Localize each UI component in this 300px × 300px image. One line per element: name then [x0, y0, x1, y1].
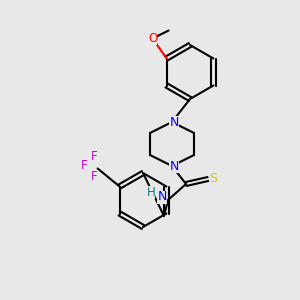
Text: H: H: [147, 185, 155, 199]
Text: S: S: [209, 172, 217, 185]
Text: F: F: [91, 170, 98, 183]
Text: O: O: [148, 32, 157, 45]
Text: N: N: [169, 160, 179, 172]
Text: F: F: [81, 159, 88, 172]
Text: N: N: [157, 190, 167, 203]
Text: N: N: [169, 116, 179, 128]
Text: F: F: [91, 150, 98, 163]
